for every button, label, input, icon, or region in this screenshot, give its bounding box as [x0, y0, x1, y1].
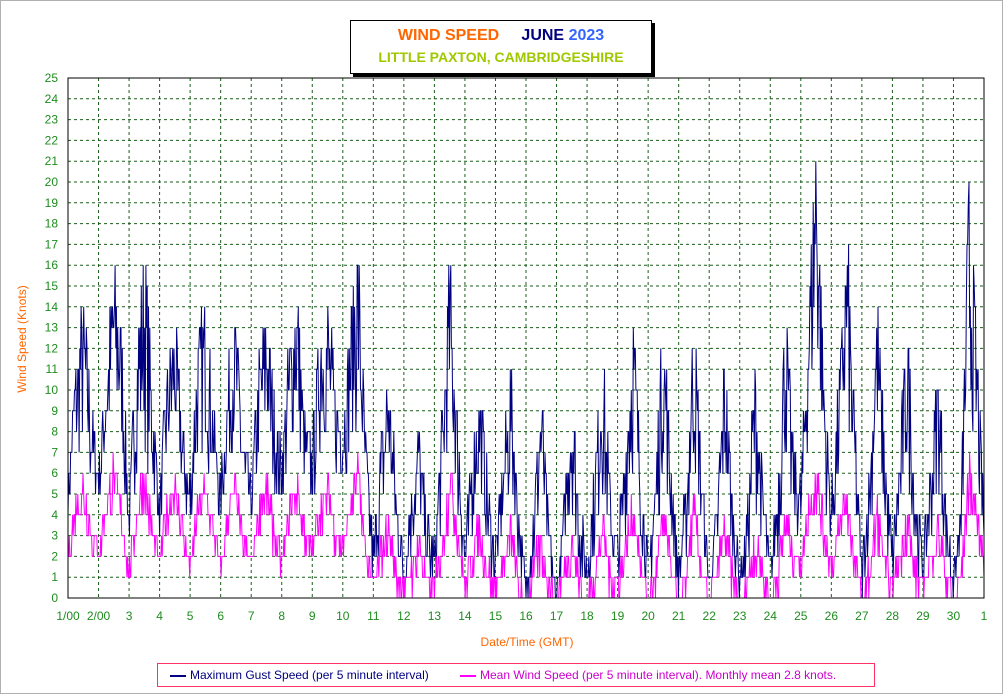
- title-year: 2023: [568, 27, 605, 44]
- x-tick-label: 15: [489, 609, 503, 623]
- y-tick-label: 0: [51, 591, 58, 605]
- x-tick-label: 23: [733, 609, 747, 623]
- x-tick-label: 8: [278, 609, 285, 623]
- y-tick-label: 20: [45, 175, 59, 189]
- x-tick-label: 13: [428, 609, 442, 623]
- title-wind-speed: WIND SPEED: [397, 27, 500, 44]
- y-tick-label: 19: [45, 196, 59, 210]
- x-tick-label: 27: [855, 609, 869, 623]
- x-tick-label: 4: [156, 609, 163, 623]
- legend-entry-gust: Maximum Gust Speed (per 5 minute interva…: [170, 668, 429, 682]
- y-tick-label: 15: [45, 279, 59, 293]
- x-tick-label: 9: [309, 609, 316, 623]
- y-tick-label: 11: [46, 362, 59, 376]
- x-axis-label: Date/Time (GMT): [481, 635, 574, 649]
- x-tick-label: 7: [248, 609, 255, 623]
- y-tick-label: 10: [45, 383, 59, 397]
- y-tick-label: 14: [45, 300, 59, 314]
- chart-plot: 0123456789101112131415161718192021222324…: [15, 71, 988, 649]
- y-tick-label: 5: [51, 487, 58, 501]
- y-tick-label: 3: [51, 529, 58, 543]
- chart-subtitle: LITTLE PAXTON, CAMBRIDGESHIRE: [378, 49, 624, 65]
- legend: Maximum Gust Speed (per 5 minute interva…: [157, 663, 875, 687]
- x-tick-label: 21: [672, 609, 686, 623]
- x-tick-label: 2/00: [87, 609, 111, 623]
- legend-swatch-mean: [460, 674, 476, 677]
- y-tick-label: 1: [51, 570, 58, 584]
- legend-entry-mean: Mean Wind Speed (per 5 minute interval).…: [460, 668, 836, 682]
- x-tick-label: 25: [794, 609, 808, 623]
- x-tick-label: 6: [217, 609, 224, 623]
- chart-title-box: WIND SPEED JUNE 2023 LITTLE PAXTON, CAMB…: [350, 20, 652, 74]
- plot-border: [67, 77, 985, 599]
- x-tick-label: 1/00: [56, 609, 80, 623]
- y-tick-label: 22: [45, 133, 59, 147]
- x-tick-label: 14: [458, 609, 472, 623]
- x-tick-label: 3: [126, 609, 133, 623]
- legend-label-gust: Maximum Gust Speed (per 5 minute interva…: [190, 668, 429, 682]
- y-tick-label: 7: [51, 445, 58, 459]
- y-tick-label: 16: [45, 258, 59, 272]
- x-tick-label: 12: [397, 609, 411, 623]
- y-tick-label: 18: [45, 217, 59, 231]
- y-tick-label: 4: [51, 508, 58, 522]
- y-tick-labels: 0123456789101112131415161718192021222324…: [45, 71, 59, 605]
- x-tick-label: 28: [886, 609, 900, 623]
- y-tick-label: 12: [45, 341, 59, 355]
- legend-swatch-gust: [170, 674, 186, 677]
- x-tick-label: 5: [187, 609, 194, 623]
- y-tick-label: 21: [45, 154, 59, 168]
- grid: [68, 78, 984, 598]
- y-tick-label: 2: [51, 549, 58, 563]
- x-tick-label: 18: [580, 609, 594, 623]
- x-tick-label: 10: [336, 609, 350, 623]
- title-month: JUNE: [521, 27, 565, 44]
- y-tick-label: 25: [45, 71, 59, 85]
- legend-label-mean: Mean Wind Speed (per 5 minute interval).…: [480, 668, 837, 682]
- y-tick-label: 23: [45, 113, 59, 127]
- y-tick-label: 17: [45, 237, 59, 251]
- x-tick-label: 30: [947, 609, 961, 623]
- x-tick-label: 11: [367, 609, 380, 623]
- x-tick-label: 26: [825, 609, 839, 623]
- x-tick-label: 16: [519, 609, 533, 623]
- x-tick-label: 24: [764, 609, 778, 623]
- y-tick-label: 13: [45, 321, 59, 335]
- y-tick-label: 6: [51, 466, 58, 480]
- x-tick-label: 29: [916, 609, 930, 623]
- y-tick-label: 8: [51, 425, 58, 439]
- x-tick-labels: 1/00 2/00 3 4 5 6 7 8 9 10 11 12 13 14 15 16 17 18 19 20 21 2…: [56, 609, 987, 623]
- chart-title: WIND SPEED JUNE 2023: [351, 27, 651, 45]
- x-tick-label: 17: [550, 609, 564, 623]
- x-tick-label: 22: [703, 609, 717, 623]
- x-tick-label: 19: [611, 609, 625, 623]
- y-tick-label: 9: [51, 404, 58, 418]
- y-axis-label: Wind Speed (Knots): [15, 285, 29, 392]
- x-tick-label: 20: [641, 609, 655, 623]
- x-tick-label: 1: [981, 609, 988, 623]
- y-tick-label: 24: [45, 92, 59, 106]
